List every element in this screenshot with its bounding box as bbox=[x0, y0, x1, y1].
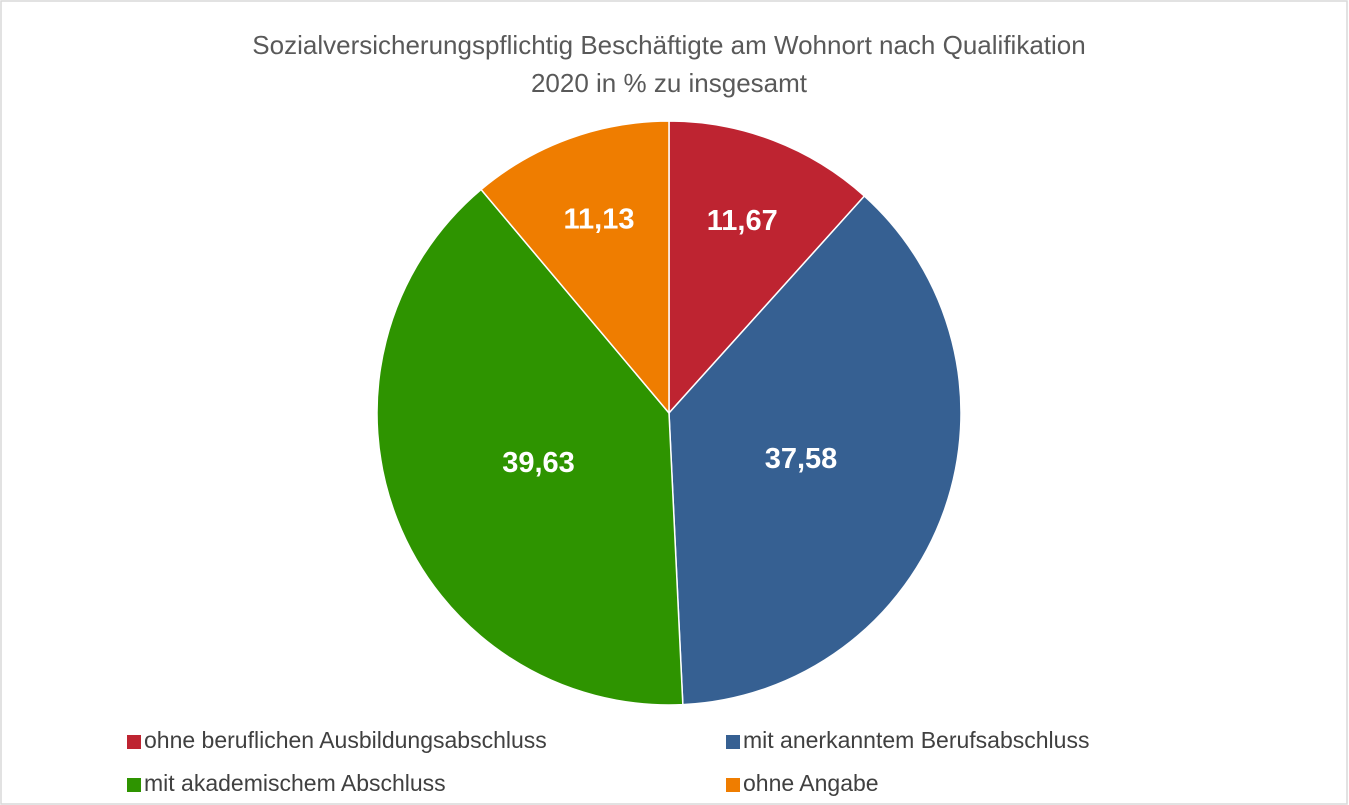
chart-subtitle: 2020 in % zu insgesamt bbox=[531, 68, 808, 98]
legend-swatch bbox=[127, 778, 141, 792]
legend-label: ohne beruflichen Ausbildungsabschluss bbox=[144, 727, 547, 753]
legend-label: mit akademischem Abschluss bbox=[144, 770, 446, 796]
data-label: 37,58 bbox=[765, 443, 838, 475]
data-label: 11,67 bbox=[707, 205, 778, 237]
data-label: 39,63 bbox=[502, 447, 575, 479]
pie-slice bbox=[376, 188, 684, 706]
pie-slice bbox=[668, 194, 962, 706]
pie-slice bbox=[479, 120, 670, 416]
legend-label: mit anerkanntem Berufsabschluss bbox=[743, 727, 1089, 753]
data-label: 11,13 bbox=[563, 204, 634, 236]
legend-label: ohne Angabe bbox=[743, 770, 879, 796]
chart-title: Sozialversicherungspflichtig Beschäftigt… bbox=[252, 30, 1085, 60]
legend-swatch bbox=[726, 778, 740, 792]
legend-swatch bbox=[127, 735, 141, 749]
pie-slice bbox=[668, 120, 866, 415]
legend-swatch bbox=[726, 735, 740, 749]
